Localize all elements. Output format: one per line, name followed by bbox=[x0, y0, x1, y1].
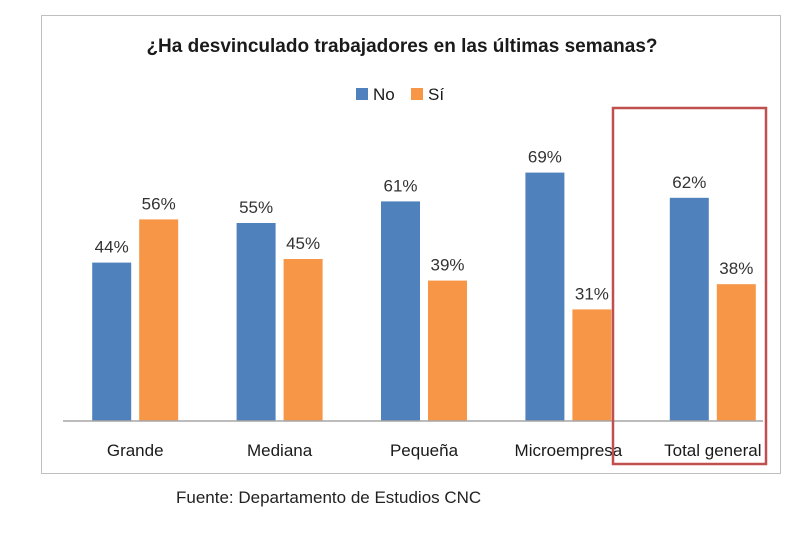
category-label: Microempresa bbox=[515, 441, 623, 460]
bar-no-1 bbox=[236, 223, 276, 421]
bar-si-0 bbox=[139, 219, 179, 421]
highlight-box bbox=[611, 106, 768, 466]
bar-no-0 bbox=[92, 262, 132, 421]
chart-title: ¿Ha desvinculado trabajadores en las últ… bbox=[146, 36, 657, 57]
legend-swatch bbox=[411, 88, 423, 100]
category-label: Grande bbox=[107, 441, 164, 460]
bar-si-1 bbox=[283, 259, 323, 421]
category-label: Mediana bbox=[247, 441, 313, 460]
bar-si-2 bbox=[428, 280, 467, 421]
value-label: 69% bbox=[528, 148, 562, 167]
category-label: Total general bbox=[664, 441, 761, 460]
value-label: 38% bbox=[719, 259, 753, 278]
value-label: 31% bbox=[575, 284, 609, 303]
value-label: 61% bbox=[383, 176, 417, 195]
value-label: 45% bbox=[286, 234, 320, 253]
value-label: 62% bbox=[672, 173, 706, 192]
category-labels: Grande Mediana Pequeña Microempresa Total ge… bbox=[107, 441, 762, 460]
value-label: 39% bbox=[430, 256, 464, 275]
value-label: 44% bbox=[95, 238, 129, 257]
legend-swatch bbox=[356, 88, 368, 100]
value-label: 56% bbox=[142, 194, 176, 213]
bars: 44% 56% 55% 45% 61% 39% 69% 31% 62% 38% bbox=[92, 148, 756, 421]
bar-no-2 bbox=[381, 201, 420, 421]
legend: No Sí bbox=[356, 85, 444, 104]
legend-label: No bbox=[373, 85, 395, 104]
bar-no-4 bbox=[669, 197, 709, 421]
bar-si-4 bbox=[716, 284, 756, 421]
category-label: Pequeña bbox=[390, 441, 459, 460]
bar-si-3 bbox=[572, 309, 612, 421]
value-label: 55% bbox=[239, 198, 273, 217]
source-note: Fuente: Departamento de Estudios CNC bbox=[176, 488, 482, 507]
bar-no-3 bbox=[525, 172, 565, 421]
legend-label: Sí bbox=[428, 85, 444, 104]
